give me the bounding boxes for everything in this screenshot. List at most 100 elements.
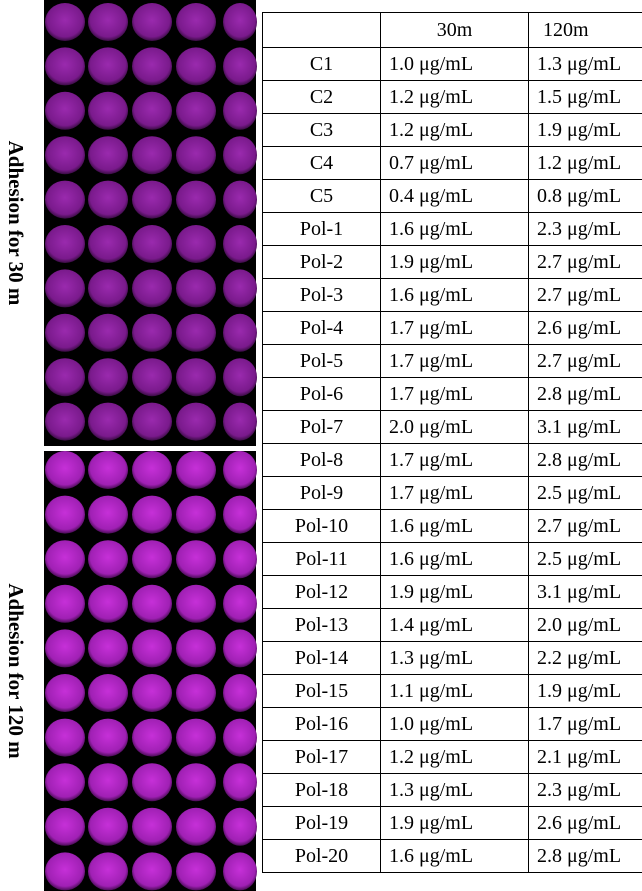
well xyxy=(88,540,128,578)
label-30m: Adhesion for 30 m xyxy=(4,141,28,306)
well xyxy=(88,225,128,263)
value-cell: 2.3 μg/mL xyxy=(529,213,642,246)
well xyxy=(176,181,216,219)
value-cell: 2.8 μg/mL xyxy=(529,444,642,477)
well xyxy=(223,629,257,667)
value-cell: 2.3 μg/mL xyxy=(529,774,642,807)
well xyxy=(176,269,216,307)
well xyxy=(88,358,128,396)
well xyxy=(88,674,128,712)
well xyxy=(45,852,85,890)
value-cell: 1.9 μg/mL xyxy=(529,114,642,147)
value-cell: 1.9 μg/mL xyxy=(529,675,642,708)
well xyxy=(223,47,257,85)
label-120m: Adhesion for 120 m xyxy=(4,583,28,759)
well xyxy=(176,674,216,712)
sample-cell: Pol-11 xyxy=(263,543,381,576)
value-cell: 1.0 μg/mL xyxy=(381,708,529,741)
well xyxy=(176,47,216,85)
well xyxy=(223,358,257,396)
well xyxy=(223,585,257,623)
sample-cell: C4 xyxy=(263,147,381,180)
well xyxy=(45,763,85,801)
well xyxy=(88,808,128,846)
well xyxy=(45,136,85,174)
value-cell: 1.2 μg/mL xyxy=(381,81,529,114)
value-cell: 2.1 μg/mL xyxy=(529,741,642,774)
well xyxy=(88,92,128,130)
value-cell: 3.1 μg/mL xyxy=(529,576,642,609)
sample-cell: C5 xyxy=(263,180,381,213)
value-cell: 1.3 μg/mL xyxy=(529,48,642,81)
well xyxy=(88,585,128,623)
well xyxy=(223,136,257,174)
well xyxy=(132,629,172,667)
well xyxy=(45,403,85,441)
well xyxy=(176,314,216,352)
well xyxy=(176,136,216,174)
well xyxy=(88,314,128,352)
value-cell: 1.7 μg/mL xyxy=(381,312,529,345)
well xyxy=(45,629,85,667)
header-cell xyxy=(263,13,381,48)
well xyxy=(176,585,216,623)
value-cell: 2.6 μg/mL xyxy=(529,312,642,345)
value-cell: 1.7 μg/mL xyxy=(381,444,529,477)
well xyxy=(176,451,216,489)
sample-cell: Pol-13 xyxy=(263,609,381,642)
value-cell: 1.0 μg/mL xyxy=(381,48,529,81)
value-cell: 1.7 μg/mL xyxy=(529,708,642,741)
value-cell: 1.7 μg/mL xyxy=(381,378,529,411)
well xyxy=(45,269,85,307)
well xyxy=(176,358,216,396)
well xyxy=(223,496,257,534)
well xyxy=(176,540,216,578)
well xyxy=(45,808,85,846)
well xyxy=(132,585,172,623)
well xyxy=(223,674,257,712)
sample-cell: Pol-15 xyxy=(263,675,381,708)
value-cell: 1.3 μg/mL xyxy=(381,774,529,807)
well xyxy=(45,585,85,623)
well xyxy=(223,92,257,130)
plate-images: Adhesion for 30 m Adhesion for 120 m xyxy=(0,0,258,891)
well xyxy=(132,136,172,174)
well xyxy=(45,92,85,130)
sample-cell: C3 xyxy=(263,114,381,147)
sample-cell: Pol-4 xyxy=(263,312,381,345)
sample-cell: Pol-16 xyxy=(263,708,381,741)
well xyxy=(176,808,216,846)
value-cell: 2.0 μg/mL xyxy=(381,411,529,444)
value-cell: 0.7 μg/mL xyxy=(381,147,529,180)
well xyxy=(176,852,216,890)
well xyxy=(45,451,85,489)
value-cell: 1.9 μg/mL xyxy=(381,576,529,609)
well xyxy=(88,451,128,489)
well xyxy=(88,496,128,534)
well xyxy=(176,763,216,801)
well xyxy=(223,540,257,578)
well xyxy=(132,358,172,396)
value-cell: 1.2 μg/mL xyxy=(381,741,529,774)
well xyxy=(88,181,128,219)
value-cell: 2.8 μg/mL xyxy=(529,840,642,873)
value-cell: 1.9 μg/mL xyxy=(381,246,529,279)
sample-cell: Pol-8 xyxy=(263,444,381,477)
sample-cell: Pol-19 xyxy=(263,807,381,840)
value-cell: 2.8 μg/mL xyxy=(529,378,642,411)
sample-cell: Pol-3 xyxy=(263,279,381,312)
